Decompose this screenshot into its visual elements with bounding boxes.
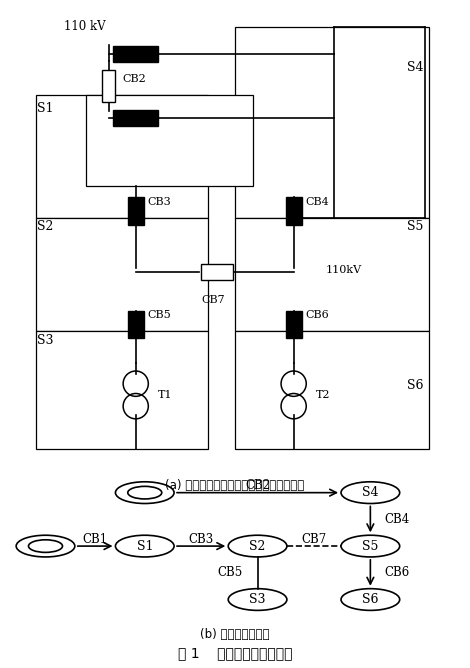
- Text: T1: T1: [158, 390, 173, 400]
- Text: CB7: CB7: [201, 295, 225, 305]
- Text: CB3: CB3: [188, 533, 214, 546]
- Bar: [286, 311, 302, 338]
- Text: CB5: CB5: [147, 311, 171, 321]
- Text: CB6: CB6: [385, 566, 410, 579]
- Bar: [86, 95, 253, 186]
- Text: (a) 高压配电网最小隔离区划分方法示意图: (a) 高压配电网最小隔离区划分方法示意图: [165, 479, 305, 492]
- Bar: [113, 110, 158, 126]
- Bar: [128, 197, 144, 224]
- Text: CB1: CB1: [122, 138, 146, 148]
- Text: 110 kV: 110 kV: [63, 21, 105, 33]
- Text: CB4: CB4: [305, 197, 329, 207]
- Text: CB2: CB2: [245, 480, 270, 492]
- Text: S1: S1: [136, 540, 153, 552]
- Text: CB7: CB7: [301, 533, 327, 546]
- Text: 图 1    高压配电网区域网络: 图 1 高压配电网区域网络: [178, 647, 292, 660]
- Text: CB2: CB2: [122, 74, 146, 84]
- Bar: [201, 265, 233, 281]
- Text: S4: S4: [407, 61, 424, 74]
- Bar: [235, 218, 429, 331]
- Text: CB5: CB5: [218, 566, 243, 579]
- Text: S2: S2: [37, 220, 54, 233]
- Text: T2: T2: [316, 390, 331, 400]
- Bar: [235, 27, 429, 218]
- Bar: [37, 331, 208, 450]
- Text: CB4: CB4: [385, 513, 410, 526]
- Text: S6: S6: [362, 593, 379, 606]
- Text: S3: S3: [37, 334, 54, 347]
- Text: CB6: CB6: [305, 311, 329, 321]
- Text: S6: S6: [407, 379, 424, 392]
- Text: S5: S5: [407, 220, 423, 233]
- Bar: [102, 70, 116, 102]
- Text: CB3: CB3: [147, 197, 171, 207]
- Text: S3: S3: [249, 593, 266, 606]
- Text: S1: S1: [37, 102, 54, 116]
- Bar: [128, 311, 144, 338]
- Text: (b) 区域网络示意图: (b) 区域网络示意图: [200, 628, 270, 641]
- Text: S4: S4: [362, 486, 379, 499]
- Text: S5: S5: [362, 540, 378, 552]
- Bar: [37, 95, 208, 218]
- Bar: [286, 197, 302, 224]
- Bar: [235, 331, 429, 450]
- Bar: [37, 218, 208, 331]
- Text: S2: S2: [250, 540, 266, 552]
- Bar: [113, 46, 158, 62]
- Text: CB1: CB1: [83, 533, 108, 546]
- Text: 110kV: 110kV: [325, 265, 361, 275]
